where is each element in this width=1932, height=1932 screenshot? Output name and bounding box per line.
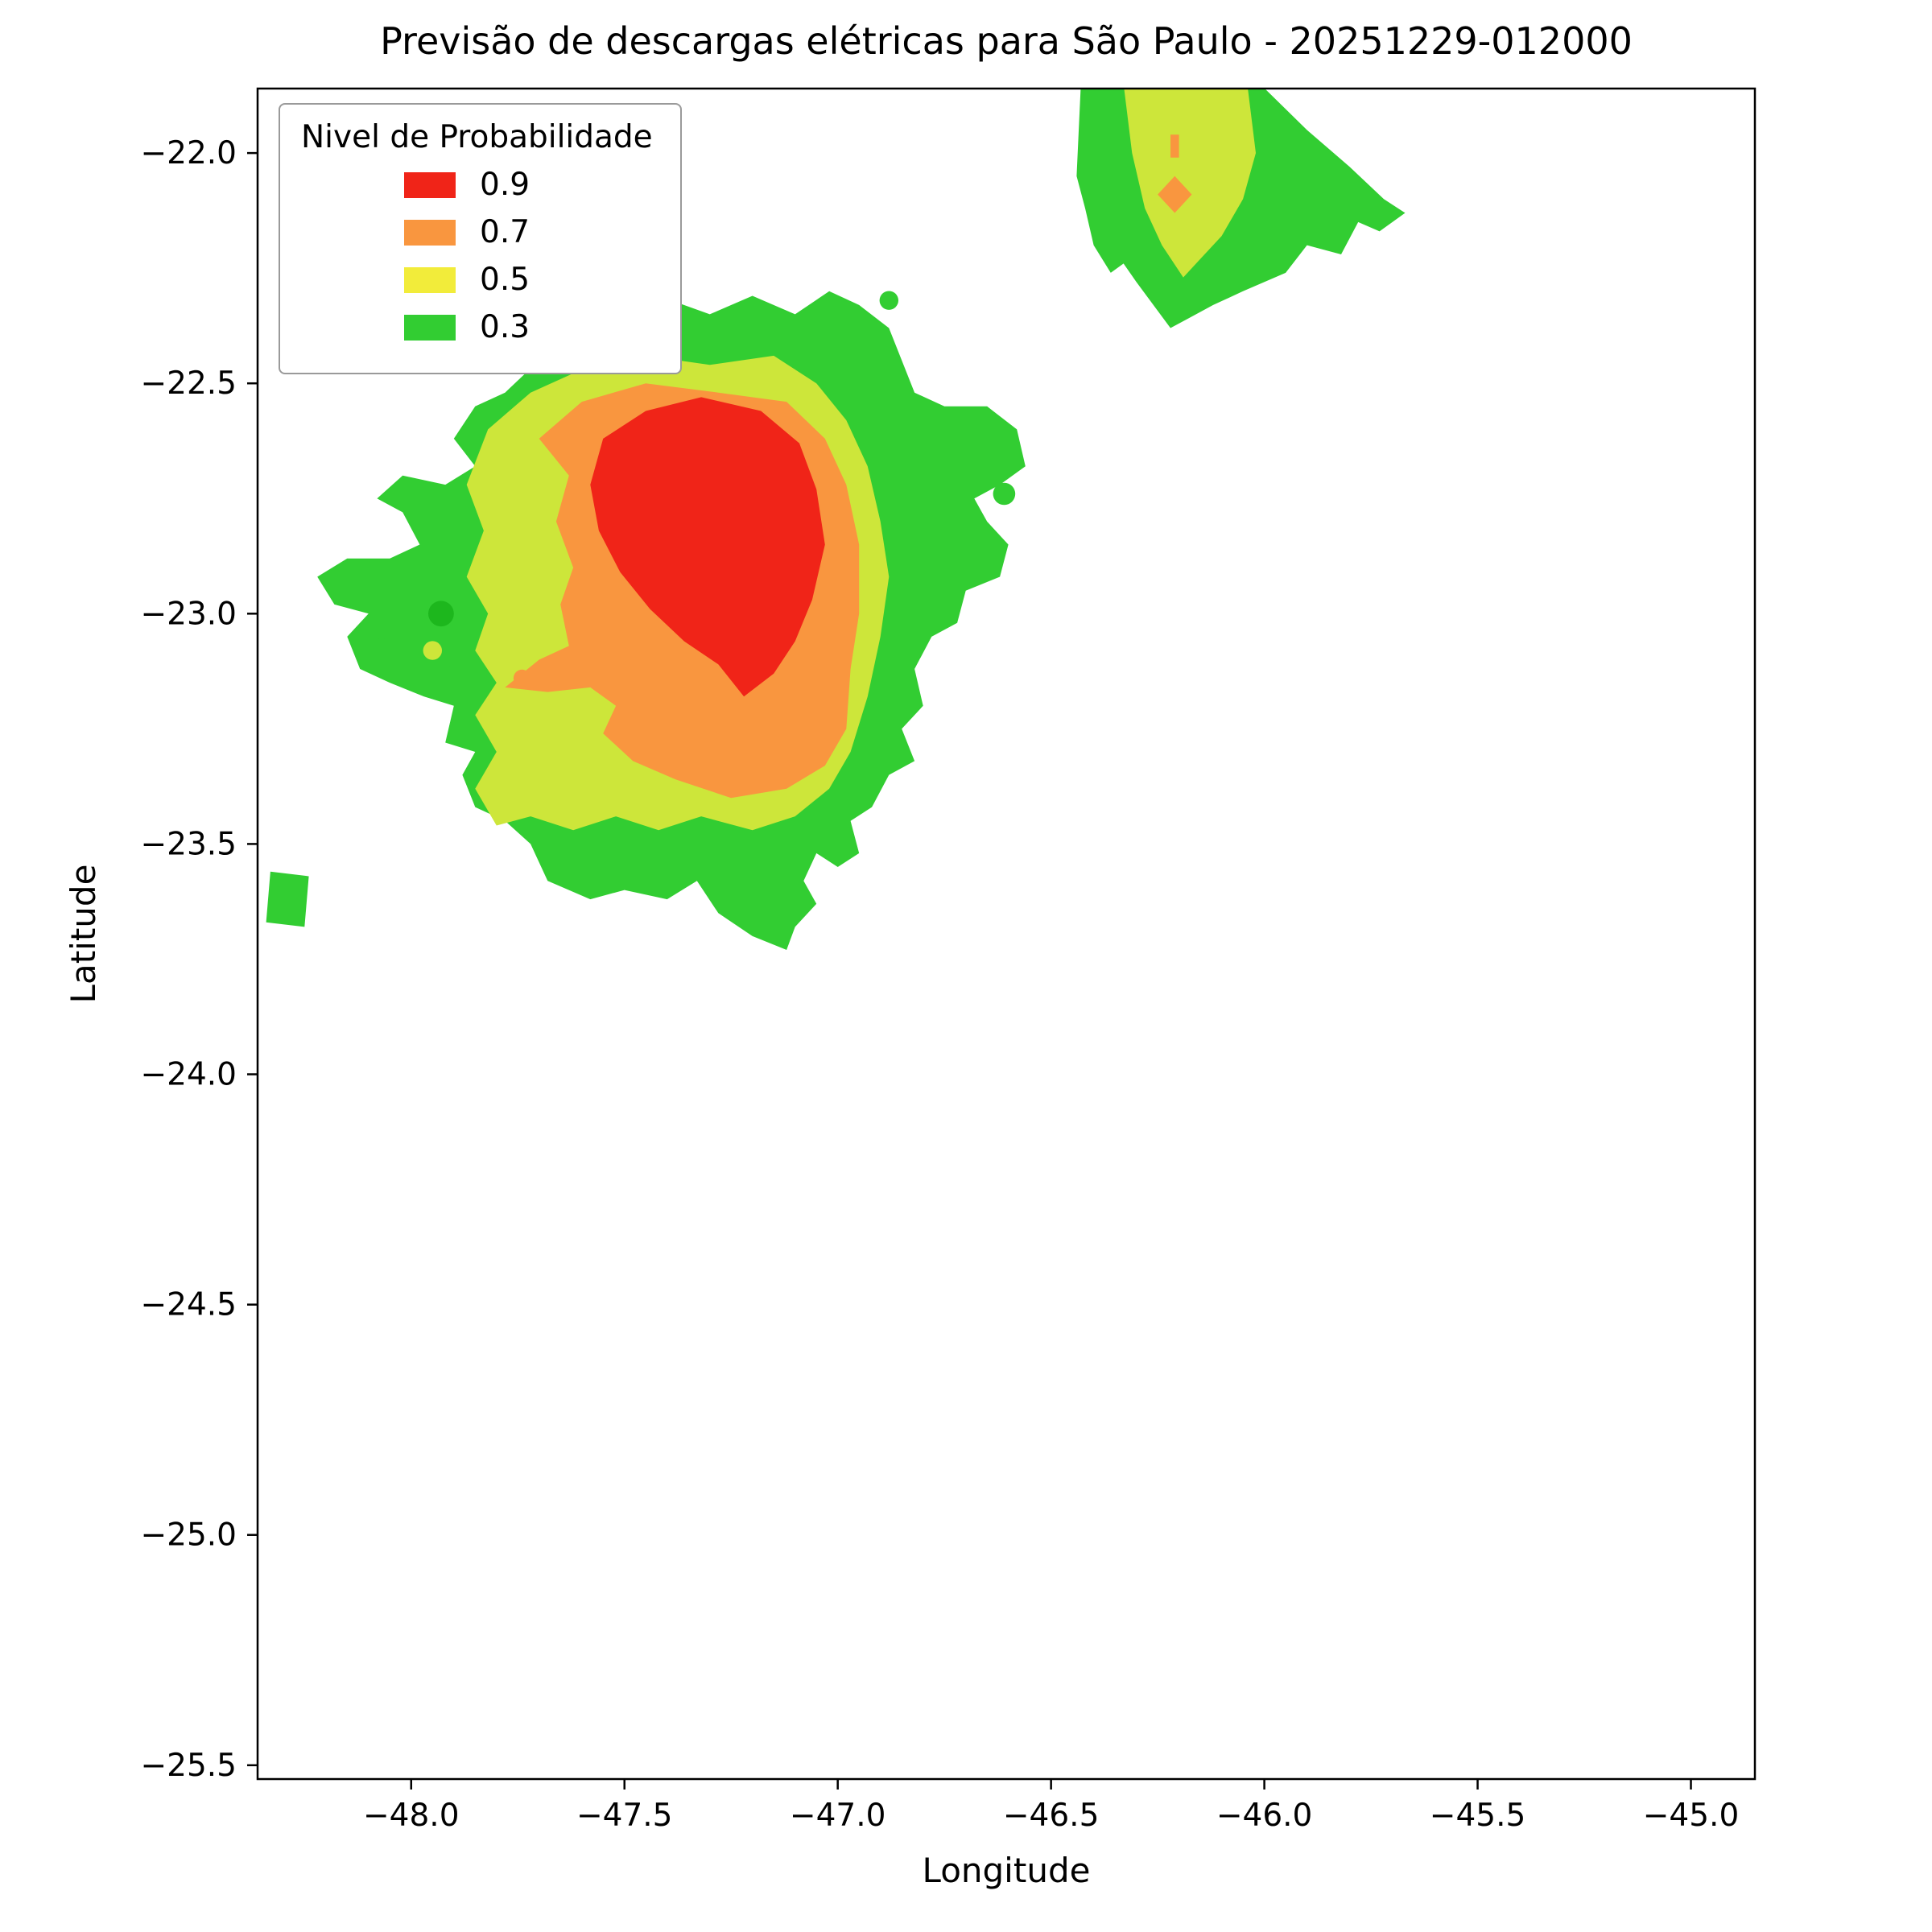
legend-swatch-icon bbox=[404, 219, 456, 246]
region-west-island-green bbox=[266, 871, 309, 927]
legend-swatch-icon bbox=[404, 171, 456, 198]
spot-yellow-dot-west bbox=[423, 641, 442, 660]
legend-swatch-icon bbox=[404, 266, 456, 293]
legend-item-0.9: 0.9 bbox=[301, 167, 653, 203]
y-tick-label: −24.5 bbox=[140, 1287, 237, 1323]
axes-frame bbox=[256, 87, 1757, 1781]
legend-swatch-icon bbox=[404, 314, 456, 341]
y-tick-label: −23.5 bbox=[140, 826, 237, 862]
y-tick-label: −22.5 bbox=[140, 365, 237, 402]
spot-green-dot-east bbox=[993, 482, 1016, 506]
spot-orange-dot-southwest bbox=[513, 669, 531, 687]
spot-green-speck-southwest bbox=[442, 666, 457, 682]
y-tick-label: −23.0 bbox=[140, 596, 237, 632]
x-tick-label: −45.0 bbox=[1643, 1798, 1740, 1834]
legend-title: Nivel de Probabilidade bbox=[301, 119, 653, 155]
x-tick-label: −46.5 bbox=[1003, 1798, 1100, 1834]
legend-label: 0.7 bbox=[480, 214, 530, 250]
x-tick-label: −45.5 bbox=[1430, 1798, 1526, 1834]
spot-green-dot-north bbox=[879, 291, 899, 310]
y-tick-label: −24.0 bbox=[140, 1057, 237, 1093]
legend-label: 0.9 bbox=[480, 167, 530, 203]
region-northeast-cell-orange-speck bbox=[1170, 134, 1179, 158]
y-tick-label: −25.0 bbox=[140, 1517, 237, 1554]
y-tick-label: −25.5 bbox=[140, 1748, 237, 1784]
legend-label: 0.3 bbox=[480, 309, 530, 345]
region-northeast-cell-orange-core bbox=[1158, 175, 1192, 213]
x-tick-label: −47.5 bbox=[576, 1798, 673, 1834]
x-axis-label: Longitude bbox=[923, 1851, 1091, 1890]
legend: Nivel de Probabilidade 0.9 0.7 0.5 0.3 bbox=[279, 103, 682, 374]
x-tick-label: −46.0 bbox=[1216, 1798, 1313, 1834]
spot-green-dot-west bbox=[428, 601, 454, 627]
legend-item-0.7: 0.7 bbox=[301, 214, 653, 250]
legend-item-0.3: 0.3 bbox=[301, 309, 653, 345]
legend-label: 0.5 bbox=[480, 262, 530, 298]
region-main-storm-red bbox=[590, 397, 825, 697]
y-tick-label: −22.0 bbox=[140, 135, 237, 171]
region-northeast-cell-yellow bbox=[1124, 89, 1256, 278]
chart-title: Previsão de descargas elétricas para São… bbox=[380, 19, 1633, 63]
spot-green-speck-far-west bbox=[374, 638, 390, 654]
x-tick-label: −47.0 bbox=[790, 1798, 886, 1834]
x-tick-label: −48.0 bbox=[363, 1798, 460, 1834]
legend-item-0.5: 0.5 bbox=[301, 262, 653, 298]
y-axis-label: Latitude bbox=[64, 865, 103, 1004]
legend-items: 0.9 0.7 0.5 0.3 bbox=[301, 167, 653, 345]
